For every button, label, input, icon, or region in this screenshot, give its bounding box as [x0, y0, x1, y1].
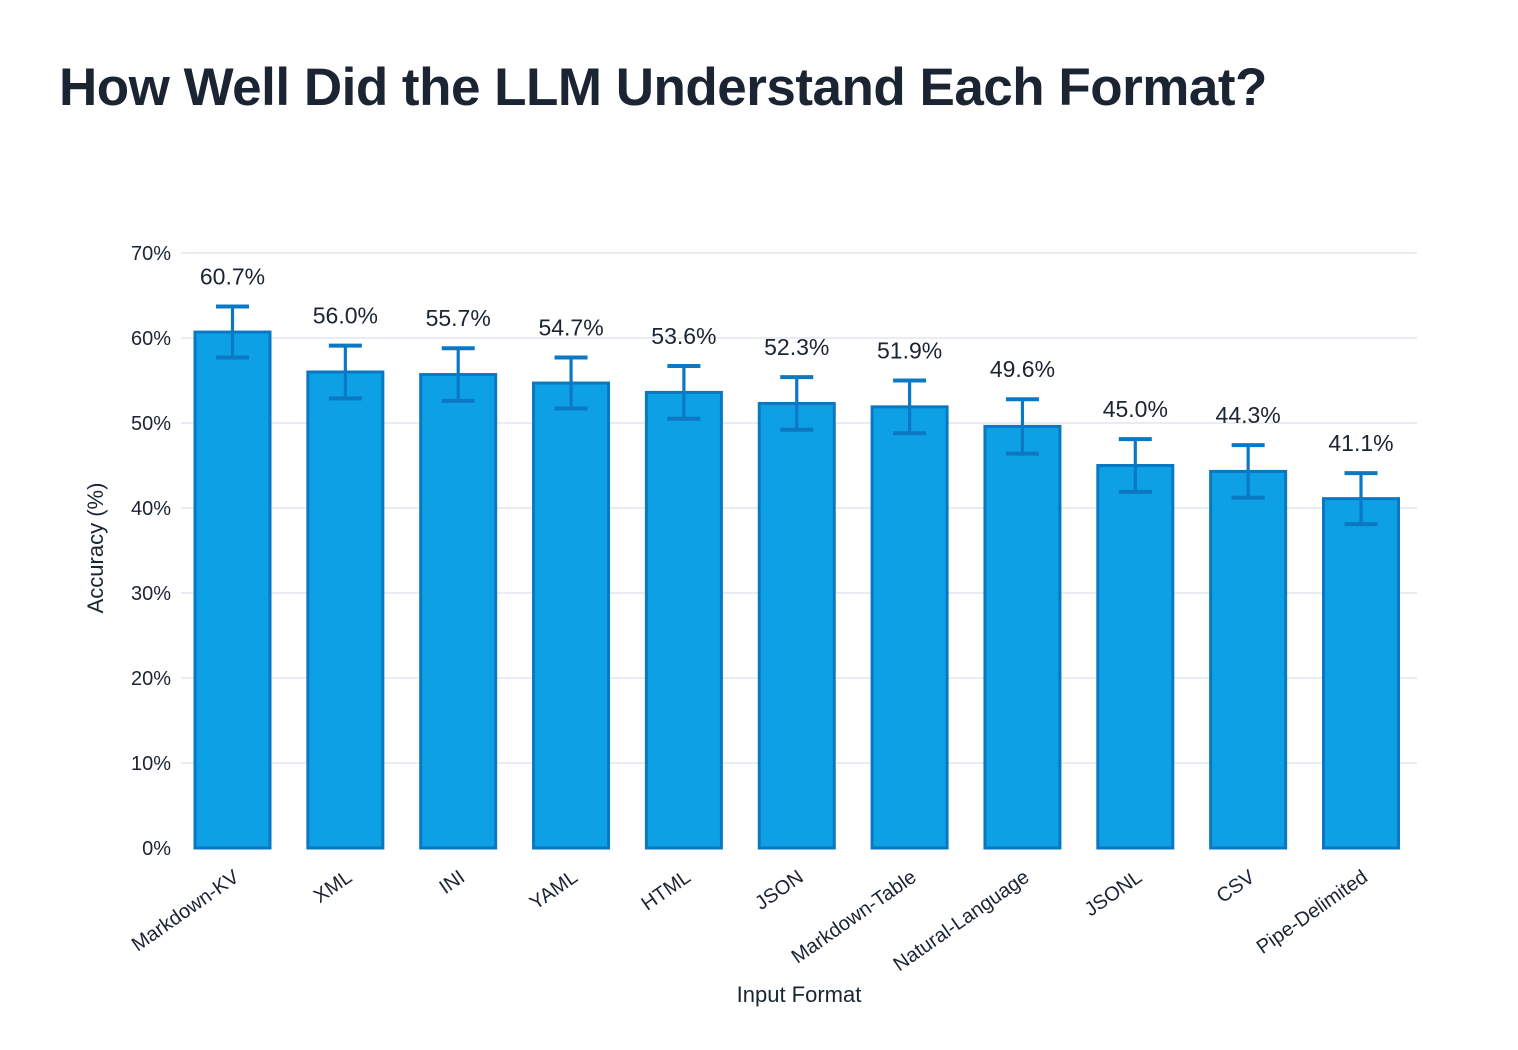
- x-tick-label: Pipe-Delimited: [1253, 866, 1372, 959]
- bar-jsonl: [1096, 464, 1175, 850]
- x-tick-label: JSONL: [1081, 866, 1146, 921]
- y-tick-label: 20%: [131, 668, 171, 690]
- value-label: 53.6%: [651, 323, 716, 349]
- value-label: 45.0%: [1103, 396, 1168, 422]
- bar-natural-language: [983, 424, 1062, 850]
- y-tick-label: 70%: [131, 243, 171, 265]
- y-tick-label: 30%: [131, 583, 171, 605]
- bar-xml: [306, 370, 385, 850]
- chart-title: How Well Did the LLM Understand Each For…: [59, 58, 1267, 117]
- x-tick-label: CSV: [1213, 866, 1260, 908]
- x-axis-title: Input Format: [737, 982, 862, 1007]
- value-label: 56.0%: [313, 303, 378, 329]
- x-tick-label: JSON: [751, 866, 807, 915]
- value-label: 51.9%: [877, 338, 942, 364]
- y-tick-label: 60%: [131, 328, 171, 350]
- value-label: 44.3%: [1216, 402, 1281, 428]
- bar-ini: [419, 373, 498, 850]
- value-label: 55.7%: [426, 305, 491, 331]
- value-label: 41.1%: [1328, 430, 1393, 456]
- bar-html: [644, 390, 723, 850]
- y-tick-label: 40%: [131, 498, 171, 520]
- x-tick-label: INI: [436, 866, 470, 899]
- bar-markdown-table: [870, 405, 949, 850]
- bar-csv: [1209, 469, 1288, 850]
- bar-yaml: [532, 381, 611, 850]
- value-label: 49.6%: [990, 356, 1055, 382]
- bar-pipe-delimited: [1322, 497, 1400, 850]
- value-label: 54.7%: [538, 315, 603, 341]
- y-tick-label: 0%: [142, 838, 171, 860]
- y-tick-label: 50%: [131, 413, 171, 435]
- y-tick-label: 10%: [131, 753, 171, 775]
- bar-json: [757, 401, 836, 850]
- x-tick-label: Markdown-KV: [128, 866, 244, 956]
- bar-markdown-kv: [193, 330, 272, 850]
- y-axis-title: Accuracy (%): [83, 483, 108, 614]
- x-tick-label: XML: [310, 866, 356, 908]
- value-label: 60.7%: [200, 264, 265, 290]
- value-label: 52.3%: [764, 334, 829, 360]
- x-tick-label: YAML: [526, 866, 582, 914]
- x-tick-label: HTML: [638, 866, 695, 915]
